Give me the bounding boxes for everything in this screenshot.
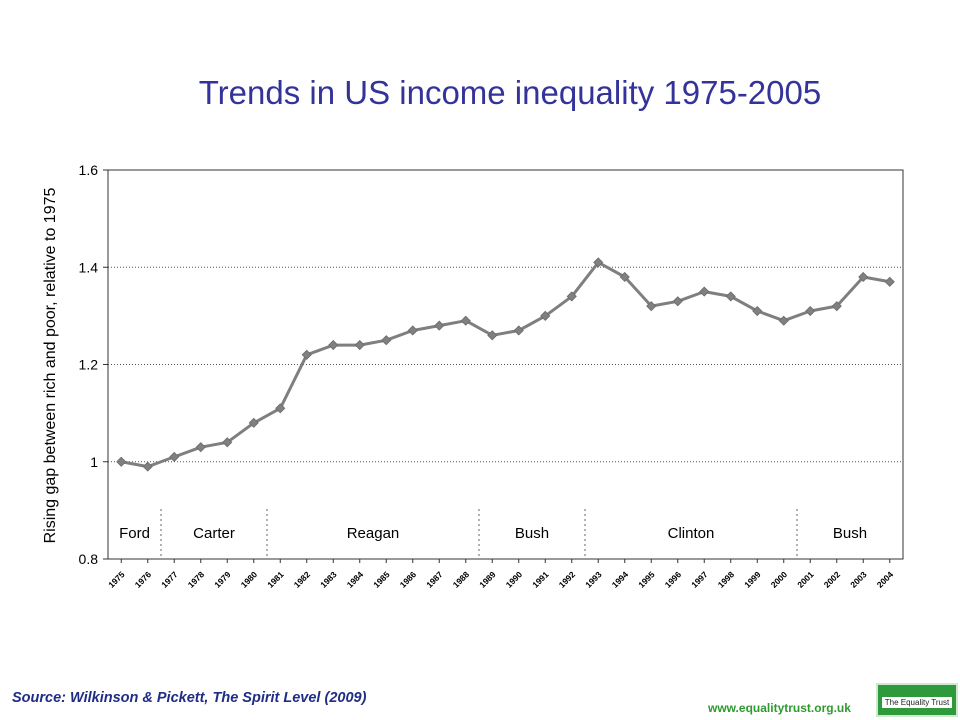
data-point: [195, 442, 206, 453]
x-tick-label: 1995: [636, 569, 657, 590]
data-line: [121, 260, 891, 469]
data-point: [619, 271, 630, 283]
x-tick-label: 1984: [345, 569, 366, 590]
x-tick-label: 1991: [530, 569, 551, 590]
equality-trust-logo: The Equality Trust: [876, 683, 958, 717]
data-point: [381, 335, 392, 346]
data-point: [487, 330, 498, 341]
x-tick-label: 1975: [106, 569, 127, 590]
y-tick-label: 1.2: [79, 357, 99, 373]
data-point: [884, 276, 895, 287]
data-point: [540, 310, 551, 321]
data-point: [460, 315, 471, 326]
data-point: [328, 339, 339, 351]
x-tick-label: 1999: [742, 569, 763, 590]
y-tick-label: 1.4: [79, 259, 99, 275]
x-tick-label: 1997: [689, 569, 710, 590]
data-point: [248, 417, 259, 428]
data-point: [831, 301, 842, 312]
president-label: Bush: [515, 525, 549, 542]
x-tick-label: 1981: [265, 569, 286, 590]
data-point: [169, 451, 180, 462]
data-point: [116, 456, 127, 467]
data-point: [778, 315, 789, 326]
x-tick-label: 1990: [504, 569, 525, 590]
y-tick-label: 1.6: [79, 162, 99, 178]
x-tick-label: 2002: [822, 569, 843, 590]
data-point: [407, 325, 418, 336]
data-point: [858, 271, 869, 283]
x-tick-label: 2000: [769, 569, 790, 590]
logo-text: The Equality Trust: [882, 697, 952, 708]
x-tick-label: 1982: [292, 569, 313, 590]
x-tick-label: 1993: [583, 569, 604, 590]
x-tick-label: 1976: [133, 569, 154, 590]
x-tick-label: 2001: [795, 569, 816, 590]
data-point: [222, 437, 233, 448]
president-label: Carter: [193, 525, 235, 542]
slide-title: Trends in US income inequality 1975-2005: [198, 74, 822, 111]
y-tick-label: 1: [90, 454, 98, 470]
data-point: [725, 291, 736, 302]
x-tick-label: 1977: [159, 569, 180, 590]
x-tick-label: 1985: [371, 569, 392, 590]
x-tick-label: 1986: [398, 569, 419, 590]
x-tick-label: 2003: [848, 569, 869, 590]
data-point: [805, 305, 816, 317]
x-tick-label: 1983: [318, 569, 339, 590]
source-citation: Source: Wilkinson & Pickett, The Spirit …: [12, 690, 367, 706]
president-label: Reagan: [347, 525, 400, 542]
x-tick-label: 1980: [239, 569, 260, 590]
x-tick-label: 1989: [477, 569, 498, 590]
data-point: [301, 349, 312, 360]
data-point: [699, 286, 710, 297]
x-tick-label: 1987: [424, 569, 445, 590]
x-tick-label: 1994: [610, 569, 631, 590]
data-point: [142, 461, 153, 472]
data-point: [566, 291, 577, 302]
data-point: [434, 320, 445, 331]
president-label: Clinton: [668, 525, 715, 542]
x-tick-label: 2004: [875, 569, 896, 590]
data-point: [752, 305, 763, 317]
x-tick-label: 1988: [451, 569, 472, 590]
website-link[interactable]: www.equalitytrust.org.uk: [708, 701, 851, 715]
x-tick-label: 1978: [186, 569, 207, 590]
data-point: [593, 257, 604, 268]
data-point: [354, 339, 365, 351]
x-tick-label: 1992: [557, 569, 578, 590]
data-point: [513, 325, 524, 336]
x-tick-label: 1979: [212, 569, 233, 590]
data-point: [275, 403, 286, 414]
y-axis-label: Rising gap between rich and poor, relati…: [42, 188, 59, 544]
president-label: Ford: [119, 525, 150, 542]
president-label: Bush: [833, 525, 867, 542]
data-point: [646, 301, 657, 312]
x-tick-label: 1996: [663, 569, 684, 590]
data-point: [672, 296, 683, 307]
x-tick-label: 1998: [716, 569, 737, 590]
y-tick-label: 0.8: [79, 551, 99, 567]
